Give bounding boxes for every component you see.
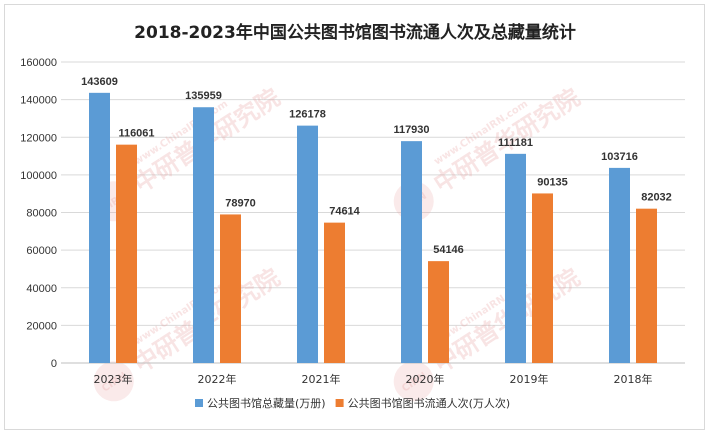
x-tick-label: 2023年 xyxy=(94,372,133,386)
bar-collection xyxy=(89,92,110,363)
bar-circulation xyxy=(532,193,553,363)
legend-swatch xyxy=(335,399,344,407)
data-label: 78970 xyxy=(225,197,256,209)
data-label: 103716 xyxy=(601,151,638,163)
x-axis: 2023年 2022年 2021年 2020年 2019年 2018年 xyxy=(94,372,653,386)
y-tick-label: 20000 xyxy=(26,320,57,332)
data-label: 74614 xyxy=(329,206,360,218)
chart-canvas: 2018-2023年中国公共图书馆图书流通人次及总藏量统计 CIRN中研普华研究… xyxy=(20,22,685,410)
y-tick-label: 0 xyxy=(51,358,57,370)
y-tick-label: 100000 xyxy=(20,170,57,182)
x-tick-label: 2019年 xyxy=(510,372,549,386)
data-label: 111181 xyxy=(498,137,533,149)
x-tick-label: 2021年 xyxy=(302,372,341,386)
bar-collection xyxy=(401,141,422,363)
y-tick-label: 40000 xyxy=(26,283,57,295)
chart-frame: 2018-2023年中国公共图书馆图书流通人次及总藏量统计 CIRN中研普华研究… xyxy=(4,4,705,430)
bar-circulation xyxy=(220,214,241,363)
data-label: 54146 xyxy=(433,244,464,256)
x-tick-label: 2018年 xyxy=(614,372,653,386)
watermark-logo-icon xyxy=(93,361,134,402)
data-label: 82032 xyxy=(641,192,672,204)
x-tick-label: 2020年 xyxy=(406,372,445,386)
bar-circulation xyxy=(116,144,137,363)
legend-label: 公共图书馆图书流通人次(万人次) xyxy=(348,396,511,410)
legend: 公共图书馆总藏量(万册) 公共图书馆图书流通人次(万人次) xyxy=(195,396,510,410)
y-tick-label: 140000 xyxy=(20,95,57,107)
data-label: 116061 xyxy=(118,128,154,140)
chart-title: 2018-2023年中国公共图书馆图书流通人次及总藏量统计 xyxy=(134,22,576,43)
y-tick-label: 160000 xyxy=(20,57,57,69)
y-tick-label: 60000 xyxy=(26,245,57,257)
y-tick-label: 120000 xyxy=(20,132,57,144)
bar-collection xyxy=(609,167,630,363)
data-label: 90135 xyxy=(537,176,568,188)
watermark-logo-icon xyxy=(393,361,434,402)
bar-circulation xyxy=(324,222,345,363)
bar-collection xyxy=(193,107,214,363)
bars xyxy=(89,92,657,363)
data-labels: 143609 116061 135959 78970 126178 74614 117930… xyxy=(81,76,672,256)
bar-circulation xyxy=(636,208,657,363)
data-label: 126178 xyxy=(289,109,326,121)
y-axis: 0 20000 40000 60000 80000 100000 120000 140000 1… xyxy=(20,57,685,370)
bar-collection xyxy=(505,153,526,363)
x-tick-label: 2022年 xyxy=(198,372,237,386)
data-label: 143609 xyxy=(81,76,118,88)
grid-lines xyxy=(61,61,685,364)
data-label: 135959 xyxy=(185,90,222,102)
y-tick-label: 80000 xyxy=(26,208,57,220)
bar-collection xyxy=(297,125,318,363)
bar-circulation xyxy=(428,261,449,363)
data-label: 117930 xyxy=(393,124,429,136)
legend-swatch xyxy=(195,399,203,407)
legend-label: 公共图书馆总藏量(万册) xyxy=(207,396,326,410)
